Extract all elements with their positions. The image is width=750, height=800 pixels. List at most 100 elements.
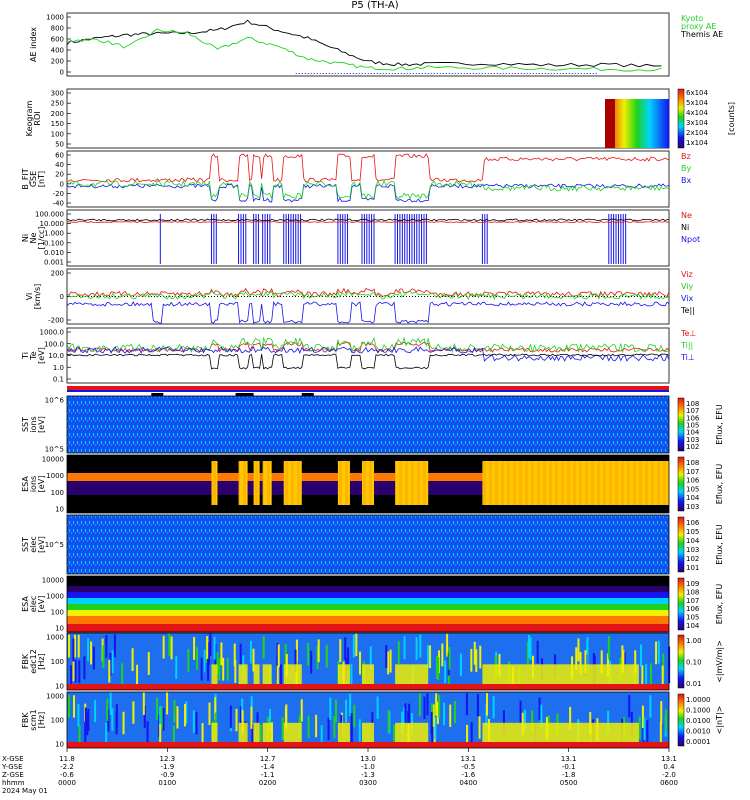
zero-dot <box>373 296 374 297</box>
zero-dot <box>355 296 356 297</box>
spectrogram-stripe <box>584 650 587 674</box>
tm-dot <box>343 73 345 74</box>
colorbar-tick: 104 <box>686 429 700 437</box>
spectrogram-stripe <box>642 725 645 748</box>
spectrogram-stripe <box>277 644 280 668</box>
tm-dot <box>361 73 363 74</box>
spectrogram-stripe <box>350 713 353 736</box>
spectrogram-stripe <box>579 651 582 675</box>
zero-dot <box>82 296 83 297</box>
zero-dot <box>523 296 524 297</box>
tm-dot <box>529 73 531 74</box>
flag-black <box>301 393 314 396</box>
spectrogram-stripe <box>83 656 86 680</box>
colorbar-tick: 103 <box>686 546 699 554</box>
zero-dot <box>115 296 116 297</box>
spectrogram-stripe <box>209 633 212 656</box>
zero-dot <box>343 296 344 297</box>
zero-dot <box>193 296 194 297</box>
spectrogram-stripe <box>233 643 236 667</box>
tm-dot <box>565 73 567 74</box>
spectrogram-band <box>67 624 669 632</box>
zero-dot <box>322 296 323 297</box>
x-axis-row-label: Z-GSE <box>2 771 24 779</box>
x-tick-label: 0400 <box>459 779 477 787</box>
zero-dot <box>628 296 629 297</box>
tm-dot <box>586 73 588 74</box>
spectrogram-stripe <box>143 705 146 729</box>
panel-ylabel: Ni <box>21 234 30 242</box>
spectrogram-stripe <box>250 706 253 729</box>
spectrogram-stripe <box>385 645 388 668</box>
spectrogram-stripe <box>146 721 149 744</box>
spectrogram-stripe <box>201 723 204 746</box>
spectrogram-stripe <box>281 717 284 740</box>
colorbar-tick: 109 <box>686 580 699 588</box>
y-tick-label: 0 <box>60 180 64 188</box>
tm-dot <box>310 73 312 74</box>
legend-entry: By <box>681 164 691 173</box>
mode-flag-bar <box>67 386 669 396</box>
colorbar-tick: 1.0000 <box>686 696 711 704</box>
panel-ylabel: ions <box>29 476 38 492</box>
zero-dot <box>658 296 659 297</box>
colorbar-label: <|nT|> <box>715 706 724 735</box>
series-line <box>66 341 670 354</box>
zero-dot <box>490 296 491 297</box>
tm-dot <box>421 73 423 74</box>
zero-dot <box>616 296 617 297</box>
y-tick-label: 1000 <box>46 593 64 601</box>
panel-ylabel: [eV] <box>37 476 46 493</box>
y-tick-label: 100 <box>51 489 64 497</box>
zero-dot <box>232 296 233 297</box>
spectrogram-stripe <box>659 721 662 745</box>
colorbar <box>677 577 685 631</box>
spectrogram-stripe <box>350 724 353 748</box>
spectrogram-stripe <box>185 701 188 724</box>
tm-dot <box>463 73 465 74</box>
zero-dot <box>637 296 638 297</box>
spectrogram-stripe <box>131 648 134 672</box>
zero-dot <box>652 296 653 297</box>
spectrogram-stripe <box>437 657 440 680</box>
spectrogram-stripe <box>459 653 462 677</box>
spectrogram-stripe <box>661 665 664 689</box>
zero-dot <box>400 296 401 297</box>
tm-dot <box>355 73 357 74</box>
spectrogram-stripe <box>577 638 580 662</box>
tm-dot <box>508 73 510 74</box>
zero-dot <box>220 296 221 297</box>
x-tick-label: 11.8 <box>59 755 75 763</box>
spectrogram-stripe <box>621 645 624 669</box>
zero-dot <box>502 296 503 297</box>
ae-series-line <box>67 28 662 72</box>
panel-ylabel: GSE <box>29 171 38 187</box>
x-tick-label: 0500 <box>560 779 578 787</box>
zero-dot <box>172 296 173 297</box>
tm-dot <box>532 73 534 74</box>
zero-dot <box>88 296 89 297</box>
spectrogram-stripe <box>660 701 663 724</box>
tm-dot <box>589 73 591 74</box>
spectrogram-stripe <box>200 657 203 681</box>
spectrogram-stripe <box>268 708 271 732</box>
legend-entry: Themis AE <box>680 30 723 39</box>
spectrogram-stripe <box>329 697 332 721</box>
tm-dot <box>334 73 336 74</box>
zero-dot <box>421 296 422 297</box>
x-axis-row-label: Y-GSE <box>1 763 23 771</box>
wave-burst <box>283 664 302 690</box>
tm-dot <box>574 73 576 74</box>
flag-blue <box>67 390 669 392</box>
tm-dot <box>382 73 384 74</box>
zero-dot <box>319 296 320 297</box>
tm-dot <box>385 73 387 74</box>
tm-dot <box>526 73 528 74</box>
y-tick-label: 300 <box>51 90 64 98</box>
x-tick-label: 13.1 <box>461 755 477 763</box>
colorbar-tick: 105 <box>686 422 699 430</box>
x-tick-label: 0600 <box>660 779 678 787</box>
spectrogram-stripe <box>325 644 328 668</box>
